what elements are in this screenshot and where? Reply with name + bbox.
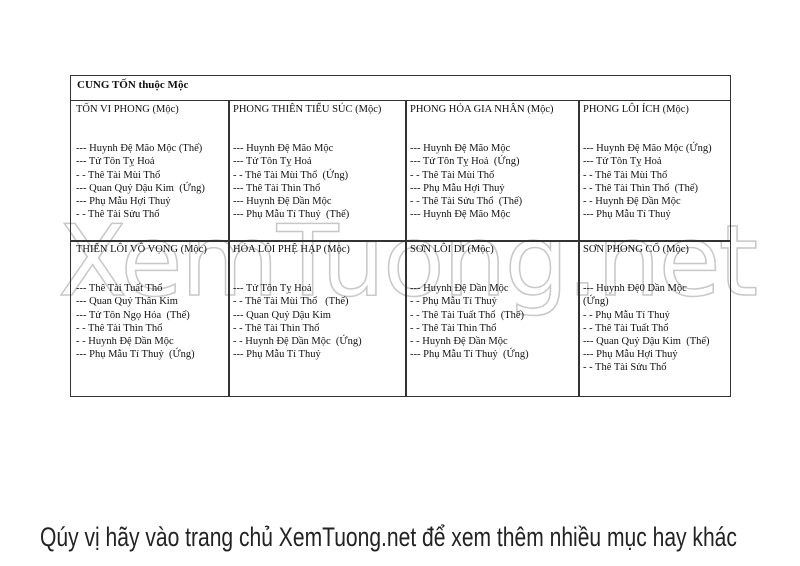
cell-line: --- Phụ Mẫu Tí Thuỷ (Ứng) xyxy=(410,349,529,361)
table-cell: PHONG LÔI ÍCH (Mộc) --- Huynh Đệ Mão Mộc … xyxy=(578,101,732,241)
cell-line: --- Huynh Đệ Mão Mộc xyxy=(410,209,511,221)
cell-line: --- Huynh Đệ Mão Mộc xyxy=(410,143,511,155)
cell-line: --- Phụ Mẫu Tí Thuỷ (Ứng) xyxy=(76,349,195,361)
cell-line: --- Huynh Đệ Dần Mộc xyxy=(410,283,509,295)
cell-line: --- Phụ Mẫu Hợi Thuỷ xyxy=(583,349,678,361)
cell-line: - - Thê Tài Sửu Thổ (Thế) xyxy=(410,196,523,208)
cell-line: --- Phụ Mẫu Hợi Thuỷ xyxy=(76,196,171,208)
cell-line: --- Tử Tôn Tỵ Hoả xyxy=(233,283,312,295)
cell-line: - - Thê Tài Thìn Thổ xyxy=(76,322,163,334)
cell-heading: HỎA LÔI PHỆ HẠP (Mộc) xyxy=(233,244,350,255)
table-cell: SƠN LÔI DI (Mộc) --- Huynh Đệ Dần Mộc - - … xyxy=(405,241,578,396)
cell-line: - - Thê Tài Thìn Thổ xyxy=(233,322,320,334)
table-cell: SƠN PHONG CỔ (Mộc) --- Huynh Đệ0 Dần Mộc(… xyxy=(578,241,732,396)
table-title: CUNG TỐN thuộc Mộc xyxy=(71,76,730,101)
cell-heading: TỐN VI PHONG (Mộc) xyxy=(76,104,179,115)
cell-line: - - Thê Tài Mùi Thổ (Ứng) xyxy=(233,169,349,181)
cell-heading: THIÊN LÔI VÔ VỌNG (Mộc) xyxy=(76,244,207,255)
cell-line: --- Phụ Mẫu Tí Thuỷ (Thế) xyxy=(233,209,350,221)
cell-line: - - Phụ Mẫu Tí Thuỷ xyxy=(410,296,497,308)
cell-line: --- Tử Tôn Tỵ Hoả xyxy=(583,156,662,168)
cell-line: - - Phụ Mẫu Tí Thuỷ xyxy=(583,309,670,321)
cell-line: - - Thê Tài Thìn Thổ (Thế) xyxy=(583,182,698,194)
cell-heading: PHONG LÔI ÍCH (Mộc) xyxy=(583,104,689,115)
cell-heading: SƠN LÔI DI (Mộc) xyxy=(410,244,494,255)
hexagram-table: CUNG TỐN thuộc Mộc TỐN VI PHONG (Mộc) ---… xyxy=(70,75,731,397)
table-cell: TỐN VI PHONG (Mộc) --- Huynh Đệ Mão Mộc (… xyxy=(71,101,228,241)
table-cell: PHONG THIÊN TIỂU SÚC (Mộc) --- Huynh Đệ M… xyxy=(228,101,405,241)
cell-line: --- Thê Tài Thìn Thổ xyxy=(233,182,321,194)
table-cell: HỎA LÔI PHỆ HẠP (Mộc) --- Tử Tôn Tỵ Hoả - … xyxy=(228,241,405,396)
cell-line: - - Thê Tài Mùi Thổ xyxy=(583,169,668,181)
cell-line: - - Thê Tài Tuất Thổ xyxy=(583,322,669,334)
cell-line: --- Quan Quỷ Thân Kim xyxy=(76,296,178,308)
cell-line: --- Huynh Đệ Mão Mộc xyxy=(233,143,334,155)
cell-line: - - Thê Tài Sửu Thổ xyxy=(583,362,667,374)
column-divider xyxy=(405,101,407,396)
cell-line: --- Tử Tôn Ngọ Hỏa (Thế) xyxy=(76,309,190,321)
cell-line: --- Tử Tôn Tỵ Hoả xyxy=(233,156,312,168)
cell-line: --- Huynh Đệ Mão Mộc (Thế) xyxy=(76,143,203,155)
cell-line: - - Thê Tài Mùi Thổ xyxy=(76,169,161,181)
cell-line: --- Phụ Mẫu Tí Thuỷ xyxy=(233,349,321,361)
cell-heading: PHONG THIÊN TIỂU SÚC (Mộc) xyxy=(233,104,382,115)
cell-line: --- Huynh Đệ Mão Mộc (Ứng) xyxy=(583,143,712,155)
cell-line: - - Huynh Đệ Dần Mộc (Ứng) xyxy=(233,336,362,348)
column-divider xyxy=(228,101,230,396)
cell-line: --- Tử Tôn Tỵ Hoả xyxy=(76,156,155,168)
table-cell: PHONG HỎA GIA NHÂN (Mộc) --- Huynh Đệ Mão… xyxy=(405,101,578,241)
cell-line: - - Thê Tài Thìn Thổ xyxy=(410,322,497,334)
cell-line: --- Tử Tôn Tỵ Hoả (Ứng) xyxy=(410,156,520,168)
cell-line: - - Huynh Đệ Dần Mộc xyxy=(583,196,681,208)
cell-line: - - Thê Tài Mùi Thổ (Thế) xyxy=(233,296,349,308)
cell-line: - - Huynh Đệ Dần Mộc xyxy=(76,336,174,348)
cell-line: --- Huynh Đệ Dần Mộc xyxy=(233,196,332,208)
cell-line: --- Quan Quỷ Dậu Kim (Ứng) xyxy=(76,182,205,194)
cell-line: - - Huynh Đệ Dần Mộc xyxy=(410,336,508,348)
cell-heading: PHONG HỎA GIA NHÂN (Mộc) xyxy=(410,104,554,115)
cell-line: - - Thê Tài Mùi Thổ xyxy=(410,169,495,181)
cell-line: (Ứng) xyxy=(583,296,609,308)
column-divider xyxy=(578,101,580,396)
cell-line: - - Thê Tài Sửu Thổ xyxy=(76,209,160,221)
cell-line: - - Thê Tài Tuất Thổ (Thế) xyxy=(410,309,525,321)
cell-heading: SƠN PHONG CỔ (Mộc) xyxy=(583,244,689,255)
cell-line: --- Quan Quỷ Dậu Kim xyxy=(233,309,331,321)
cell-line: --- Huynh Đệ0 Dần Mộc xyxy=(583,283,687,295)
cell-line: --- Quan Quỷ Dậu Kim (Thế) xyxy=(583,336,710,348)
table-cell: THIÊN LÔI VÔ VỌNG (Mộc) --- Thê Tài Tuất … xyxy=(71,241,228,396)
cell-line: --- Phụ Mẫu Tí Thuỷ xyxy=(583,209,671,221)
cell-line: --- Phụ Mẫu Hợi Thuỷ xyxy=(410,182,505,194)
cell-line: --- Thê Tài Tuất Thổ xyxy=(76,283,163,295)
row-divider xyxy=(71,240,730,242)
footer-text: Qúy vị hãy vào trang chủ XemTuong.net để… xyxy=(40,522,737,552)
